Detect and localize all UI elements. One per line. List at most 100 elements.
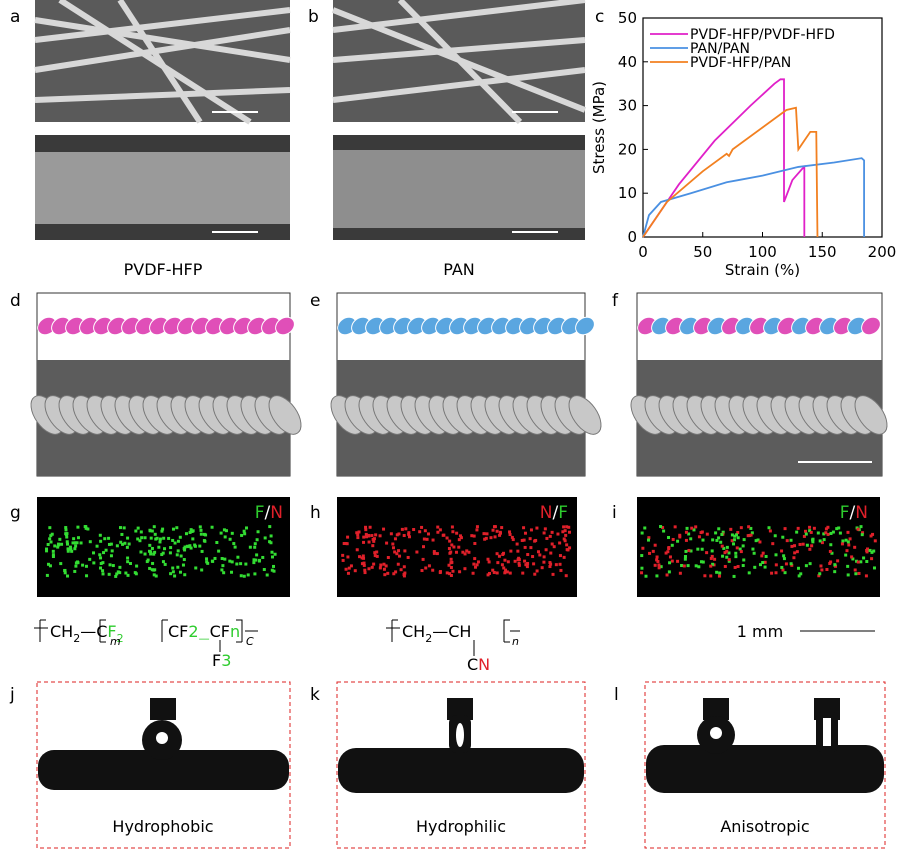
eds-dot	[385, 542, 388, 545]
eds-dot	[403, 549, 406, 552]
eds-dot	[516, 550, 519, 553]
eds-dot	[249, 546, 252, 549]
eds-dot	[47, 543, 50, 546]
eds-dot	[654, 544, 657, 547]
eds-dot	[473, 557, 476, 560]
eds-dot	[112, 564, 115, 567]
eds-dot	[793, 551, 796, 554]
eds-dot	[136, 537, 139, 540]
eds-dot	[475, 528, 478, 531]
eds-dot	[551, 542, 554, 545]
eds-dot	[865, 560, 868, 563]
eds-dot	[514, 560, 517, 563]
eds-dot	[553, 545, 556, 548]
eds-dot	[383, 568, 386, 571]
eds-dot	[423, 538, 426, 541]
eds-dot	[257, 530, 260, 533]
eds-dot	[562, 525, 565, 528]
eds-dot	[140, 536, 143, 539]
eds-dot	[154, 533, 157, 536]
eds-dot	[718, 571, 721, 574]
eds-dot	[567, 526, 570, 529]
eds-dot	[500, 526, 503, 529]
eds-dot	[229, 538, 232, 541]
eds-dot	[376, 555, 379, 558]
eds-dot	[524, 546, 527, 549]
eds-dot	[835, 527, 838, 530]
eds-dot	[797, 527, 800, 530]
eds-dot	[126, 560, 129, 563]
eds-dot	[264, 536, 267, 539]
eds-dot	[785, 562, 788, 565]
eds-dot	[234, 546, 237, 549]
eds-dot	[450, 543, 453, 546]
eds-dot	[869, 549, 872, 552]
eds-dot	[153, 551, 156, 554]
eds-dot	[160, 530, 163, 533]
eds-dot	[526, 553, 529, 556]
eds-dot	[194, 545, 197, 548]
eds-dot	[641, 547, 644, 550]
eds-dot	[706, 533, 709, 536]
eds-dot	[371, 544, 374, 547]
eds-dot	[742, 564, 745, 567]
eds-dot	[536, 569, 539, 572]
eds-dot	[687, 564, 690, 567]
eds-dot	[685, 531, 688, 534]
eds-dot	[719, 541, 722, 544]
eds-dot	[66, 543, 69, 546]
panel-letter: a	[10, 7, 20, 27]
eds-dot	[379, 534, 382, 537]
eds-dot	[770, 572, 773, 575]
eds-dot	[874, 539, 877, 542]
eds-dot	[473, 542, 476, 545]
eds-dot	[371, 566, 374, 569]
eds-dot	[734, 552, 737, 555]
eds-dot	[422, 545, 425, 548]
eds-dot	[162, 552, 165, 555]
eds-dot	[120, 533, 123, 536]
eds-dot	[817, 531, 820, 534]
eds-dot	[463, 567, 466, 570]
eds-dot	[459, 534, 462, 537]
eds-dot	[860, 525, 863, 528]
eds-dot	[833, 563, 836, 566]
eds-dot	[503, 571, 506, 574]
bond: C	[210, 622, 221, 641]
eds-dot	[135, 565, 138, 568]
eds-dot	[60, 543, 63, 546]
eds-dot	[774, 534, 777, 537]
eds-dot	[482, 532, 485, 535]
eds-dot	[167, 537, 170, 540]
eds-dot	[820, 568, 823, 571]
eds-dot	[364, 528, 367, 531]
eds-dot	[76, 526, 79, 529]
eds-dot	[829, 532, 832, 535]
eds-dot	[750, 534, 753, 537]
eds-dot	[523, 539, 526, 542]
eds-dot	[845, 549, 848, 552]
eds-dot	[403, 534, 406, 537]
eds-dot	[568, 531, 571, 534]
eds-dot	[268, 540, 271, 543]
element: N	[540, 503, 553, 523]
eds-dot	[476, 563, 479, 566]
eds-dot	[644, 575, 647, 578]
eds-dot	[149, 529, 152, 532]
eds-dot	[743, 538, 746, 541]
eds-dot	[526, 562, 529, 565]
eds-dot	[640, 567, 643, 570]
eds-dot	[813, 527, 816, 530]
eds-dot	[844, 554, 847, 557]
eds-dot	[65, 536, 68, 539]
eds-dot	[491, 569, 494, 572]
eds-dot	[137, 527, 140, 530]
eds-dot	[64, 528, 67, 531]
eds-dot	[666, 573, 669, 576]
eds-dot	[643, 526, 646, 529]
element: F	[840, 503, 850, 523]
eds-dot	[563, 556, 566, 559]
y-tick-label: 20	[618, 140, 637, 158]
eds-dot	[408, 535, 411, 538]
eds-dot	[561, 530, 564, 533]
